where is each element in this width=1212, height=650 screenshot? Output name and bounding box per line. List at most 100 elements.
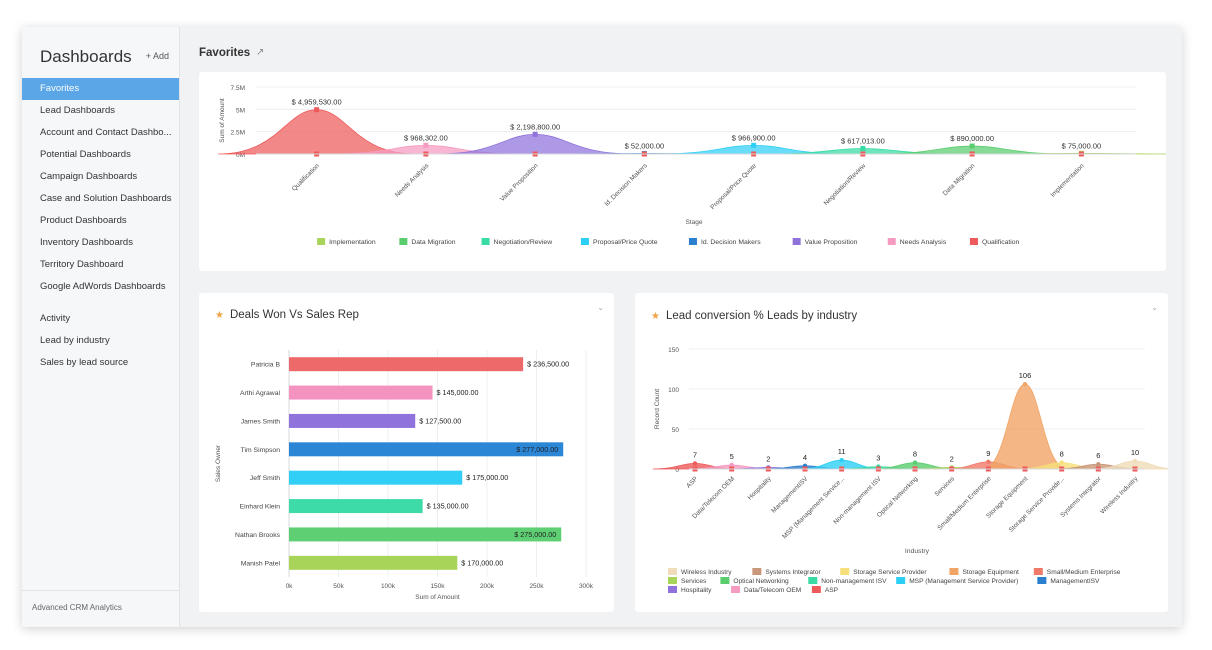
- y-tick-label: Einhard Klein: [240, 504, 281, 511]
- legend-item: Implementation: [329, 239, 376, 246]
- legend-item: MSP (Management Service Provider): [909, 578, 1018, 585]
- data-label: 2: [766, 454, 770, 463]
- legend-swatch: [1033, 568, 1043, 575]
- legend-swatch: [811, 586, 821, 593]
- data-label: $ 145,000.00: [437, 388, 479, 397]
- legend-swatch: [580, 238, 589, 245]
- data-point-storage-equipment: [1022, 382, 1028, 387]
- legend-swatch: [668, 568, 677, 575]
- x-tick-label: ASP: [685, 475, 699, 489]
- legend-item: Hospitality: [681, 587, 712, 594]
- lead-conversion-title-text: Lead conversion % Leads by industry: [665, 310, 858, 322]
- sidebar-item-potential-dashboards[interactable]: Potential Dashboards: [40, 149, 131, 160]
- x-tick-label: Id. Decision Makers: [603, 162, 649, 208]
- sidebar-item-inventory-dashboards[interactable]: Inventory Dashboards: [40, 237, 133, 248]
- x-tick-label: Needs Analysis: [394, 162, 431, 199]
- sidebar-item-account-contact-dashboards[interactable]: Account and Contact Dashbo...: [40, 127, 172, 138]
- x-axis-title: Stage: [686, 219, 703, 226]
- sidebar-item-campaign-dashboards[interactable]: Campaign Dashboards: [40, 171, 138, 182]
- sidebar-item-google-adwords-dashboards[interactable]: Google AdWords Dashboards: [40, 281, 166, 292]
- data-label: $ 275,000.00: [514, 530, 556, 539]
- y-axis-title: Record Count: [654, 389, 661, 429]
- legend-swatch: [792, 238, 801, 245]
- sidebar-header: Dashboards + Add: [40, 47, 175, 67]
- add-dashboard-button[interactable]: + Add: [145, 51, 169, 61]
- data-point-needs-analysis: [423, 142, 429, 148]
- y-tick-label: Manish Patel: [241, 560, 281, 567]
- legend-item: Needs Analysis: [900, 239, 947, 246]
- legend-swatch: [317, 238, 326, 245]
- x-tick-label: Qualification: [291, 162, 322, 193]
- data-point-optical-networking: [912, 460, 918, 465]
- sidebar-item-activity[interactable]: Activity: [40, 313, 71, 324]
- sidebar-item-favorites[interactable]: Favorites: [22, 78, 179, 100]
- data-label: $ 277,000.00: [516, 445, 558, 454]
- sidebar-item-case-solution-dashboards[interactable]: Case and Solution Dashboards: [40, 193, 172, 204]
- legend-swatch: [887, 238, 896, 245]
- y-tick-label: 50: [672, 427, 680, 434]
- bar-einhard-klein: [289, 499, 423, 514]
- data-label: 106: [1019, 371, 1032, 380]
- legend-swatch: [840, 568, 850, 575]
- data-label: 9: [986, 449, 990, 458]
- y-tick-label: 0: [675, 467, 679, 474]
- bar-tim-simpson: [289, 442, 564, 457]
- legend-item: Optical Networking: [733, 578, 789, 585]
- sidebar-item-lead-by-industry[interactable]: Lead by industry: [40, 335, 110, 346]
- legend-item: Services: [681, 578, 707, 585]
- area-storage-equipment: [982, 383, 1068, 470]
- data-point-data-migration: [969, 143, 975, 149]
- legend-item: Data Migration: [411, 239, 455, 246]
- app-window: Dashboards + Add Favorites Lead Dashboar…: [22, 27, 1182, 627]
- data-point-proposal-price-quote: [751, 142, 757, 148]
- sidebar-item-product-dashboards[interactable]: Product Dashboards: [40, 215, 127, 226]
- legend-item: Non-management ISV: [821, 578, 887, 585]
- legend-swatch: [668, 586, 677, 593]
- data-label: 5: [730, 452, 734, 461]
- x-tick-label: 150k: [430, 583, 445, 590]
- data-label: 2: [950, 454, 954, 463]
- legend-item: Storage Service Provider: [853, 569, 927, 576]
- legend-swatch: [896, 577, 906, 584]
- legend-item: Data/Telecom OEM: [744, 587, 801, 594]
- data-label: 8: [1060, 450, 1064, 459]
- stage-amount-chart: 7.5M 5M 2.5M 0M Sum of Amount $ 4,959,530.00 Q…: [218, 85, 1180, 246]
- sidebar-footer-label[interactable]: Advanced CRM Analytics: [32, 603, 122, 612]
- x-tick-label: 0k: [286, 583, 294, 590]
- x-tick-label: Proposal/Price Quote: [709, 162, 758, 211]
- data-label: $ 75,000.00: [1062, 141, 1102, 150]
- y-axis-title: Sum of Amount: [219, 98, 226, 143]
- legend-swatch: [969, 238, 978, 245]
- data-label: 4: [803, 453, 807, 462]
- bar-nathan-brooks: [289, 527, 562, 542]
- deals-won-card: ★ Deals Won Vs Sales Rep ⌄ 0k 50k 100k 150k 2…: [199, 293, 614, 612]
- sidebar-item-territory-dashboard[interactable]: Territory Dashboard: [40, 259, 124, 270]
- bar-jeff-smith: [289, 470, 463, 485]
- sidebar-item-lead-dashboards[interactable]: Lead Dashboards: [40, 105, 115, 116]
- chevron-down-icon[interactable]: ⌄: [597, 303, 604, 312]
- lead-industry-chart: 150 100 50 0 Record Count 7 ASP 5 Data/Telecom O…: [652, 347, 1168, 594]
- x-tick-label: Data Migration: [942, 162, 977, 197]
- chevron-down-icon[interactable]: ⌄: [1151, 303, 1158, 312]
- sidebar-title: Dashboards: [40, 47, 132, 66]
- data-point-value-proposition: [532, 131, 538, 137]
- legend-swatch: [688, 238, 697, 245]
- legend-item: Proposal/Price Quote: [593, 239, 658, 246]
- external-link-icon[interactable]: ↗: [256, 47, 265, 58]
- data-label: 8: [913, 450, 917, 459]
- data-label: $ 2,198,800.00: [510, 122, 560, 131]
- legend-swatch: [731, 586, 741, 593]
- data-label: 10: [1131, 448, 1139, 457]
- x-tick-label: 300k: [579, 583, 594, 590]
- sidebar-divider: [22, 298, 179, 308]
- legend-item: ManagementISV: [1050, 578, 1100, 585]
- main-content: Favorites ↗ 7.5M 5M 2.5M 0M Sum of Amount $ 4…: [180, 27, 1182, 627]
- deals-won-title: ★ Deals Won Vs Sales Rep: [215, 309, 359, 321]
- sidebar-item-sales-by-lead-source[interactable]: Sales by lead source: [40, 357, 129, 368]
- legend-item: Negotiation/Review: [494, 239, 553, 246]
- star-icon[interactable]: ★: [215, 310, 224, 321]
- data-label: 11: [838, 447, 846, 456]
- data-label: $ 968,302.00: [404, 133, 448, 142]
- star-icon[interactable]: ★: [651, 311, 660, 322]
- legend-item: ASP: [825, 587, 839, 594]
